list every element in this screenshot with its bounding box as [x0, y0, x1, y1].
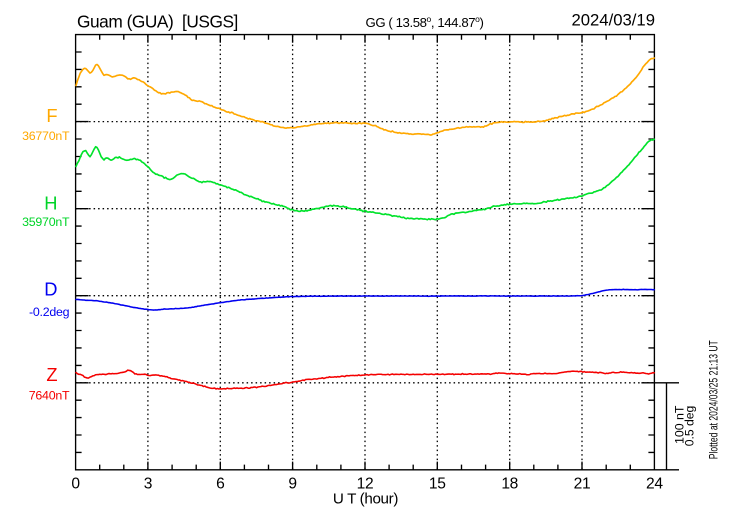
- svg-text:Plotted at 2024/03/25 21:13 UT: Plotted at 2024/03/25 21:13 UT: [708, 340, 721, 459]
- svg-text:24: 24: [646, 475, 663, 492]
- svg-text:100 nT: 100 nT: [673, 405, 687, 444]
- svg-text:F: F: [46, 105, 57, 126]
- svg-text:Guam (GUA) [USGS]: Guam (GUA) [USGS]: [77, 11, 238, 31]
- svg-text:21: 21: [574, 475, 591, 492]
- svg-text:H: H: [44, 192, 57, 213]
- svg-text:D: D: [44, 279, 57, 300]
- svg-text:9: 9: [288, 475, 296, 492]
- svg-text:U T (hour): U T (hour): [333, 490, 398, 507]
- svg-text:35970nT: 35970nT: [22, 215, 70, 229]
- svg-text:12: 12: [357, 475, 374, 492]
- svg-text:0: 0: [71, 475, 80, 492]
- svg-text:-0.2deg: -0.2deg: [29, 305, 70, 319]
- svg-text:18: 18: [501, 475, 518, 492]
- svg-text:0.5 deg: 0.5 deg: [683, 406, 697, 447]
- svg-text:15: 15: [429, 475, 446, 492]
- svg-text:GG ( 13.58o, 144.87o): GG ( 13.58o, 144.87o): [366, 14, 484, 30]
- svg-text:36770nT: 36770nT: [22, 129, 70, 143]
- svg-text:3: 3: [144, 475, 152, 492]
- svg-text:7640nT: 7640nT: [29, 388, 70, 402]
- svg-text:Z: Z: [46, 364, 57, 385]
- svg-text:2024/03/19: 2024/03/19: [571, 10, 655, 29]
- svg-text:6: 6: [216, 475, 224, 492]
